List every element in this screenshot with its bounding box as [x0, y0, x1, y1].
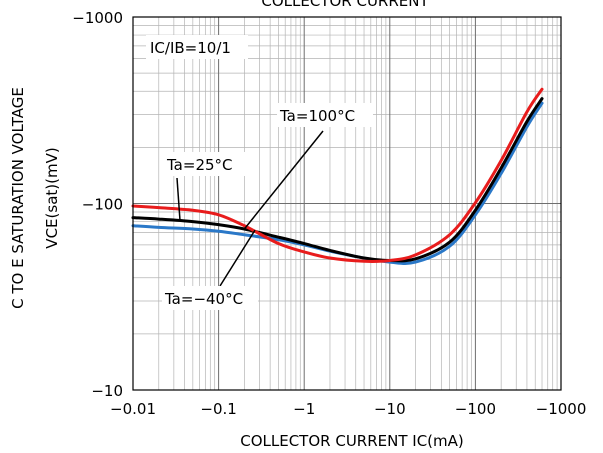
leader-ta-100c: [243, 130, 324, 230]
series-layer: [131, 87, 544, 265]
x-tick-labels: −0.01 −0.1 −1 −10 −100 −1000: [110, 400, 586, 418]
y-tick-label: −10: [91, 382, 123, 400]
series-line-ta-25-c: [131, 97, 544, 263]
x-tick-label: −100: [455, 400, 496, 418]
x-tick-label: −1: [293, 400, 315, 418]
y-tick-label: −100: [82, 196, 123, 214]
series-line-ta-100-c: [131, 87, 544, 263]
y-tick-label: −1000: [72, 9, 123, 27]
leader-ta-25c: [176, 177, 181, 221]
annotation-leaders: [176, 130, 324, 287]
x-tick-label: −0.01: [110, 400, 156, 418]
leader-ta-minus40c: [219, 229, 256, 287]
y-axis-label-line2: VCE(sat)(mV): [43, 147, 61, 248]
x-tick-label: −0.1: [200, 400, 236, 418]
annotation-minus40c-bg: [162, 286, 258, 310]
x-tick-label: −1000: [536, 400, 587, 418]
condition-label: IC/IB=10/1: [150, 39, 231, 57]
y-axis-label-line1: C TO E SATURATION VOLTAGE: [9, 87, 27, 309]
annotation-25c-bg: [164, 152, 248, 176]
x-axis-label: COLLECTOR CURRENT IC(mA): [240, 432, 464, 450]
x-tick-label: −10: [374, 400, 406, 418]
series-line-ta-40-c: [131, 101, 544, 265]
annotation-100c-bg: [277, 103, 373, 127]
annotation-ta-25c: Ta=25°C: [166, 156, 233, 174]
annotation-ta-minus40c: Ta=−40°C: [164, 290, 243, 308]
annotation-ta-100c: Ta=100°C: [279, 107, 355, 125]
condition-label-bg: [146, 35, 248, 59]
y-tick-labels: −10 −100 −1000: [72, 9, 123, 400]
plot-frame: [132, 16, 562, 391]
chart-title: COLLECTOR CURRENT: [261, 0, 429, 10]
